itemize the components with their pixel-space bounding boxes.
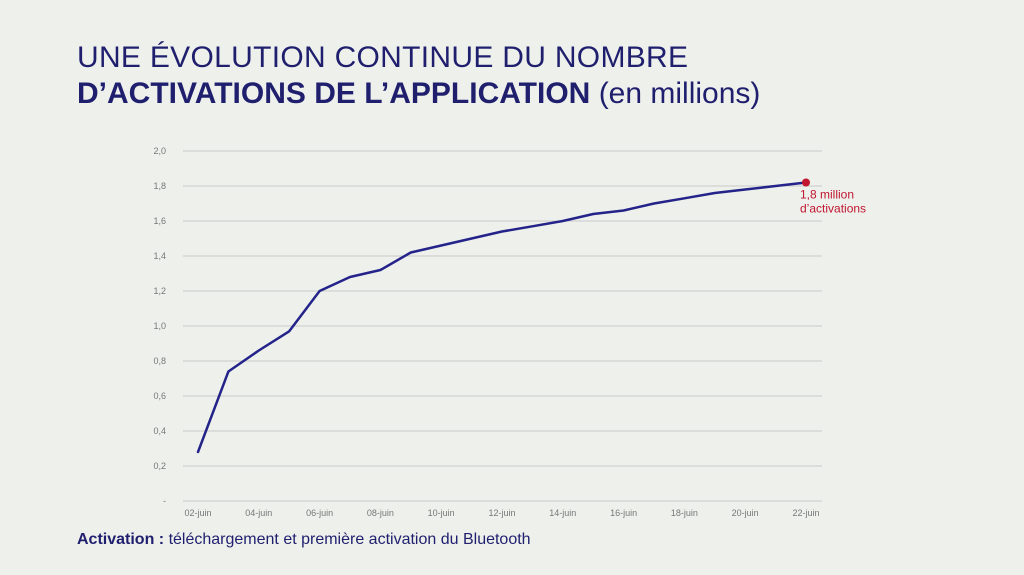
x-tick-label: 08-juin (367, 508, 394, 518)
chart-title: UNE ÉVOLUTION CONTINUE DU NOMBRE D’ACTIV… (77, 40, 760, 112)
footnote: Activation : téléchargement et première … (77, 531, 531, 549)
y-tick-label: 2,0 (153, 146, 166, 156)
x-tick-label: 06-juin (306, 508, 333, 518)
x-tick-label: 04-juin (245, 508, 272, 518)
x-tick-label: 20-juin (732, 508, 759, 518)
y-axis-ticks: - 0,2 0,4 0,6 0,8 1,0 1,2 1,4 1,6 1,8 2,0 (153, 146, 166, 506)
grid-lines (183, 150, 822, 502)
x-tick-label: 02-juin (184, 508, 211, 518)
y-tick-label: 1,0 (153, 321, 166, 331)
title-unit: (en millions) (598, 77, 761, 110)
footnote-text: téléchargement et première activation du… (168, 531, 531, 548)
y-tick-label: - (163, 496, 166, 506)
series-group (196, 181, 808, 454)
title-line-1: UNE ÉVOLUTION CONTINUE DU NOMBRE (77, 41, 689, 74)
annotation-label: 1,8 million (800, 188, 854, 202)
y-tick-label: 0,2 (153, 461, 166, 471)
y-tick-label: 1,2 (153, 286, 166, 296)
x-tick-label: 14-juin (549, 508, 576, 518)
last-point-marker (802, 178, 810, 187)
series-line (196, 181, 808, 454)
y-tick-label: 1,4 (153, 251, 166, 261)
annotation-label: d’activations (800, 202, 866, 216)
x-axis-ticks: 02-juin 04-juin 06-juin 08-juin 10-juin 12-ju… (184, 508, 819, 518)
y-tick-label: 0,8 (153, 356, 166, 366)
x-tick-label: 12-juin (488, 508, 515, 518)
title-line-2: D’ACTIVATIONS DE L’APPLICATION (en milli… (77, 76, 760, 112)
y-tick-label: 0,4 (153, 426, 166, 436)
footnote-label: Activation : (77, 531, 165, 548)
x-tick-label: 22-juin (792, 508, 819, 518)
y-tick-label: 1,8 (153, 181, 166, 191)
title-bold-part: D’ACTIVATIONS DE L’APPLICATION (77, 77, 591, 110)
x-tick-label: 18-juin (671, 508, 698, 518)
x-tick-label: 16-juin (610, 508, 637, 518)
y-tick-label: 1,6 (153, 216, 166, 226)
x-tick-label: 10-juin (428, 508, 455, 518)
y-tick-label: 0,6 (153, 391, 166, 401)
